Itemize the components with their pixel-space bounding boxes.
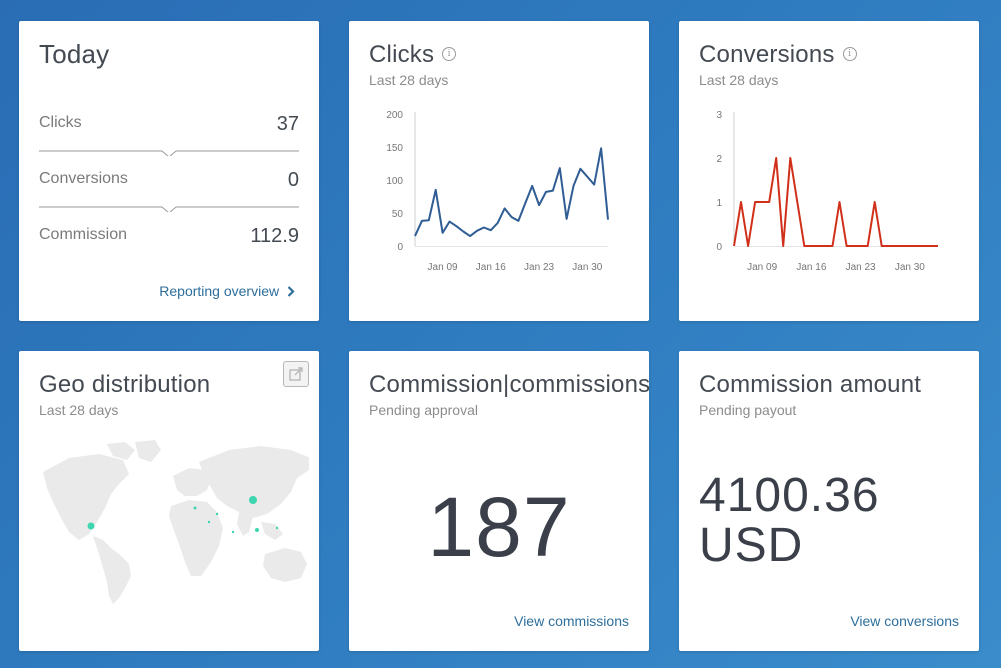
today-card: Today Clicks 37 Conversions 0 Commission… <box>19 21 319 321</box>
conversions-subtitle: Last 28 days <box>699 72 779 88</box>
conversions-chart: 0 1 2 3 Jan 09 Jan 16 Jan 23 Jan 30 <box>716 110 938 273</box>
today-commission-label: Commission <box>39 226 128 243</box>
commissions-title: Commission|commissions <box>369 371 651 398</box>
commission-amount-title: Commission amount <box>699 371 922 398</box>
info-icon[interactable]: i <box>842 46 857 61</box>
commission-amount-subtitle: Pending payout <box>699 402 797 418</box>
series-line <box>414 147 609 238</box>
y-tick-label: 50 <box>392 209 404 220</box>
x-tick-label: Jan 09 <box>428 262 458 273</box>
conversions-card: Conversions i Last 28 days 0 1 2 3 Jan 09 Jan … <box>679 21 979 321</box>
clicks-title-text: Clicks <box>369 41 435 68</box>
y-tick-label: 0 <box>397 242 403 253</box>
y-tick-label: 150 <box>386 143 403 154</box>
y-tick-label: 2 <box>716 154 722 165</box>
commission-amount-value: 4100.36 USD <box>699 471 880 571</box>
today-clicks-value: 37 <box>276 113 299 135</box>
series-line <box>733 157 938 247</box>
geo-subtitle: Last 28 days <box>39 402 119 418</box>
y-tick-label: 100 <box>386 176 403 187</box>
today-clicks-label: Clicks <box>39 114 82 131</box>
today-conversions-value: 0 <box>287 169 299 191</box>
y-tick-label: 3 <box>716 110 722 121</box>
reporting-overview-link[interactable]: Reporting overview <box>159 283 295 299</box>
x-tick-label: Jan 30 <box>572 262 602 273</box>
y-tick-label: 1 <box>716 198 722 209</box>
geo-card: Geo distribution Last 28 days <box>19 351 319 651</box>
commissions-card: Commission|commissions Pending approval … <box>349 351 651 651</box>
clicks-subtitle: Last 28 days <box>369 72 449 88</box>
clicks-card: Clicks i Last 28 days 0 50 100 150 200 Jan 09 J… <box>349 21 649 321</box>
x-tick-label: Jan 09 <box>747 262 777 273</box>
commissions-count: 187 <box>427 480 571 574</box>
export-button[interactable] <box>283 361 309 387</box>
world-map <box>43 440 309 604</box>
x-tick-label: Jan 23 <box>846 262 876 273</box>
today-row-commission: Commission 112.9 <box>39 225 299 256</box>
today-row-clicks: Clicks 37 <box>39 113 299 144</box>
commission-amount-card: Commission amount Pending payout 4100.36… <box>679 351 979 651</box>
today-conversions-label: Conversions <box>39 170 128 187</box>
divider <box>39 146 299 156</box>
conversions-title: Conversions i <box>699 41 857 69</box>
clicks-chart: 0 50 100 150 200 Jan 09 Jan 16 Jan 23 Jan 30 <box>386 110 609 273</box>
reporting-overview-label: Reporting overview <box>159 283 280 299</box>
geo-title: Geo distribution <box>39 371 211 398</box>
x-tick-label: Jan 16 <box>476 262 506 273</box>
y-tick-label: 0 <box>716 242 722 253</box>
x-tick-label: Jan 16 <box>796 262 826 273</box>
divider <box>39 202 299 212</box>
commission-amount-currency: USD <box>699 519 804 572</box>
today-commission-value: 112.9 <box>250 225 299 247</box>
commission-amount-number: 4100.36 <box>699 469 880 522</box>
today-title: Today <box>39 39 110 69</box>
info-icon[interactable]: i <box>442 46 457 61</box>
y-tick-label: 200 <box>386 110 403 121</box>
view-commissions-link[interactable]: View commissions <box>514 613 629 629</box>
clicks-title: Clicks i <box>369 41 457 69</box>
commissions-subtitle: Pending approval <box>369 402 478 418</box>
conversions-title-text: Conversions <box>699 41 835 68</box>
chevron-right-icon <box>287 283 295 299</box>
view-conversions-link[interactable]: View conversions <box>850 613 959 629</box>
x-tick-label: Jan 23 <box>524 262 554 273</box>
x-tick-label: Jan 30 <box>895 262 925 273</box>
today-row-conversions: Conversions 0 <box>39 169 299 200</box>
